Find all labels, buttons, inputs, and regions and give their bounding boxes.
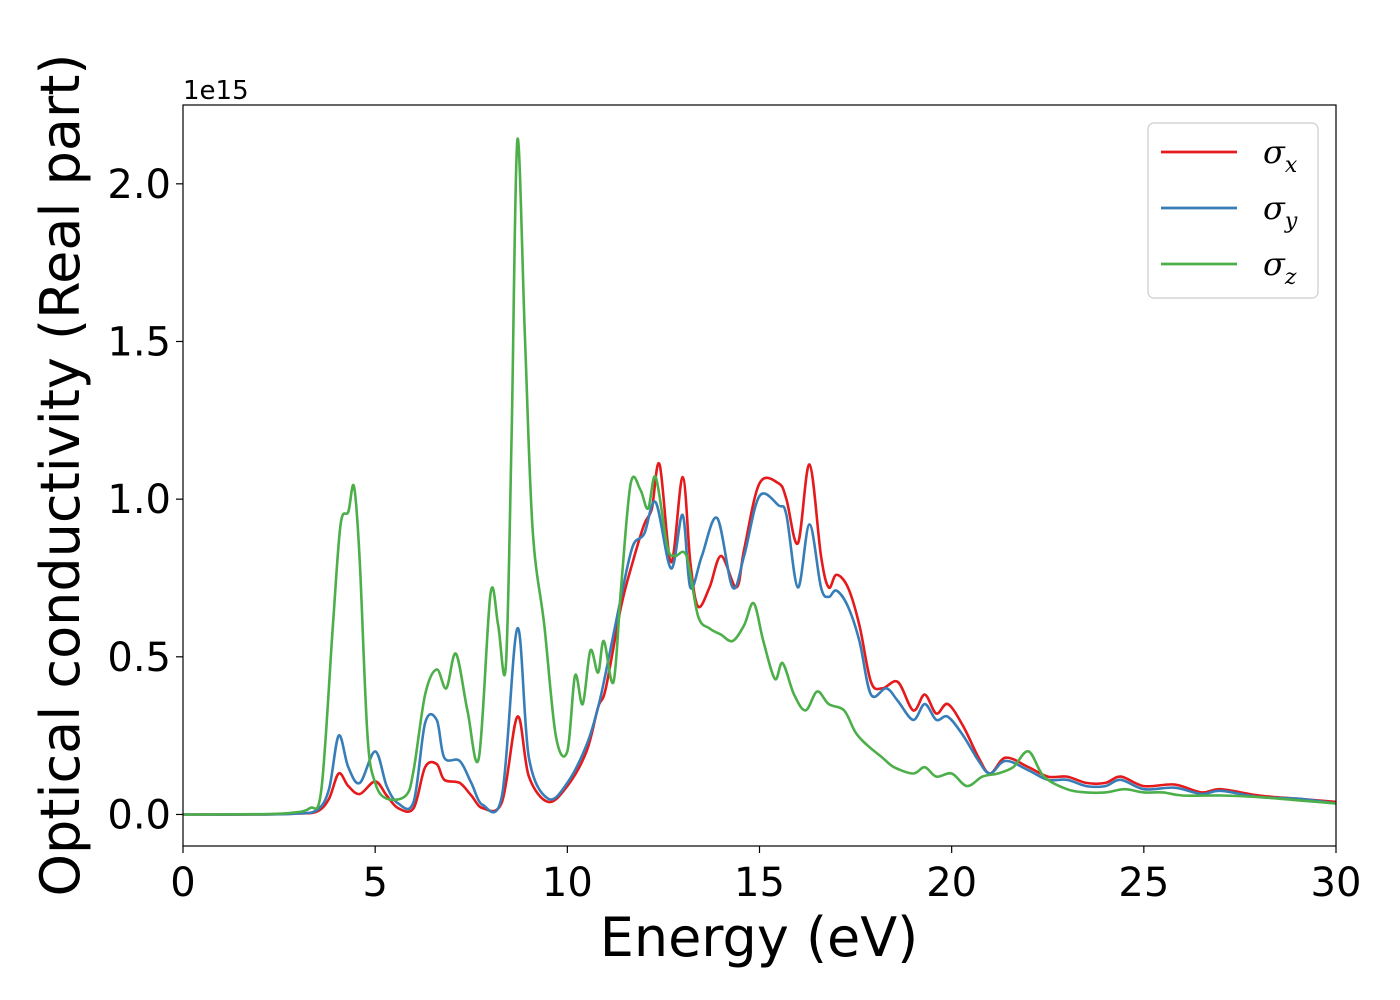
y-tick-label: 0.5 [107, 635, 171, 681]
x-axis-label: Energy (eV) [600, 906, 919, 969]
series-line-z [182, 137, 1337, 816]
series-line-y [182, 492, 1337, 816]
y-tick-label: 1.0 [107, 477, 171, 523]
y-tick-label: 0.0 [107, 792, 171, 838]
x-tick-label: 30 [1311, 860, 1362, 906]
plot-area [182, 137, 1337, 816]
legend-label-x: σx [1263, 133, 1298, 178]
x-tick-label: 20 [926, 860, 977, 906]
legend-box [1147, 122, 1319, 299]
series-line-x [182, 462, 1337, 816]
y-axis-label: Optical conductivity (Real part) [29, 54, 92, 897]
x-tick-label: 5 [362, 860, 387, 906]
x-axis: 0 5 10 15 20 25 30 [170, 846, 1361, 906]
y-offset-text: 1e15 [183, 76, 249, 106]
x-tick-label: 0 [170, 860, 195, 906]
x-tick-label: 25 [1118, 860, 1169, 906]
y-tick-label: 2.0 [107, 162, 171, 208]
x-tick-label: 15 [734, 860, 785, 906]
x-tick-label: 10 [542, 860, 593, 906]
y-axis: 0.0 0.5 1.0 1.5 2.0 [107, 162, 183, 838]
y-tick-label: 1.5 [107, 319, 171, 365]
